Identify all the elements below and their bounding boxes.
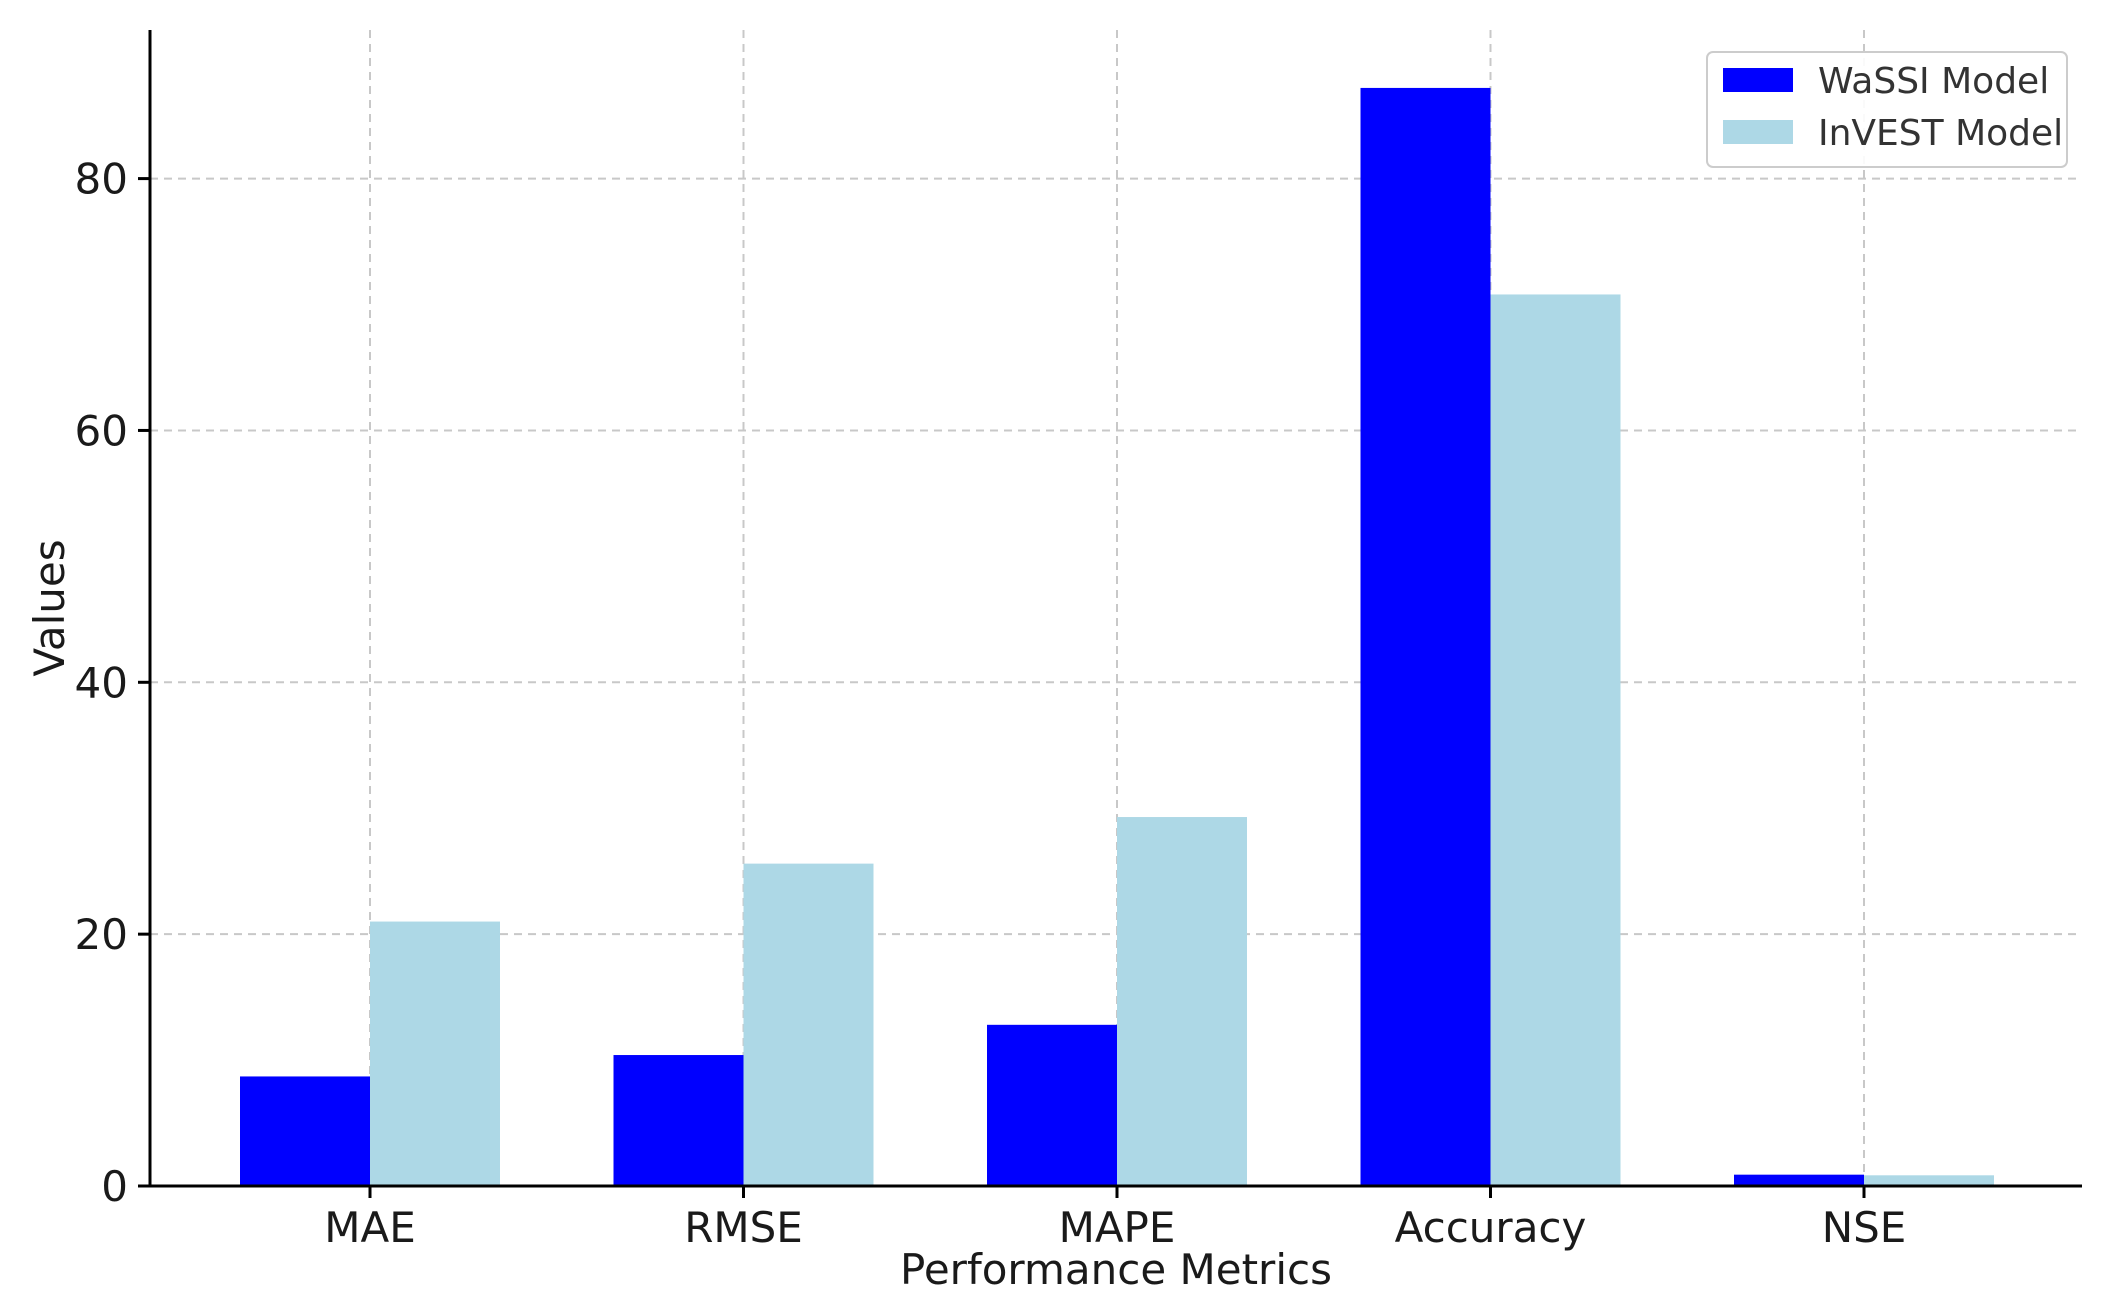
y-tick-label-20: 20	[75, 910, 128, 959]
y-tick-labels: 0 20 40 60 80	[75, 155, 150, 1211]
legend-swatch-wassi	[1723, 68, 1793, 92]
legend: WaSSI Model InVEST Model	[1706, 51, 2068, 168]
bar-invest-model-accuracy	[1490, 294, 1621, 1186]
x-tick-label-mape: MAPE	[1059, 1203, 1176, 1252]
x-tick-label-accuracy: Accuracy	[1395, 1203, 1587, 1252]
bar-invest-model-rmse	[743, 863, 874, 1186]
legend-box	[1706, 51, 2068, 168]
bar-wassi-model-mape	[987, 1024, 1117, 1186]
bar-wassi-model-nse	[1734, 1174, 1864, 1186]
bar-invest-model-nse	[1864, 1175, 1994, 1186]
legend-label-wassi: WaSSI Model	[1818, 61, 2049, 102]
y-tick-label-0: 0	[101, 1162, 128, 1211]
bar-wassi-model-rmse	[613, 1055, 744, 1186]
y-axis-title: Values	[25, 539, 74, 676]
bars	[240, 87, 1994, 1187]
x-tick-label-rmse: RMSE	[684, 1203, 803, 1252]
x-tick-label-nse: NSE	[1822, 1203, 1907, 1252]
y-tick-label-60: 60	[75, 406, 128, 455]
legend-label-invest: InVEST Model	[1818, 113, 2063, 154]
y-tick-label-40: 40	[75, 658, 128, 707]
x-axis-title: Performance Metrics	[900, 1245, 1332, 1294]
x-tick-label-mae: MAE	[324, 1203, 416, 1252]
bar-invest-model-mae	[370, 921, 500, 1186]
y-tick-label-80: 80	[75, 155, 128, 204]
legend-swatch-invest	[1723, 120, 1793, 144]
x-tick-labels: MAE RMSE MAPE Accuracy NSE	[324, 1186, 1906, 1252]
bar-invest-model-mape	[1117, 817, 1247, 1186]
bar-wassi-model-mae	[240, 1076, 370, 1186]
bar-wassi-model-accuracy	[1360, 87, 1491, 1187]
